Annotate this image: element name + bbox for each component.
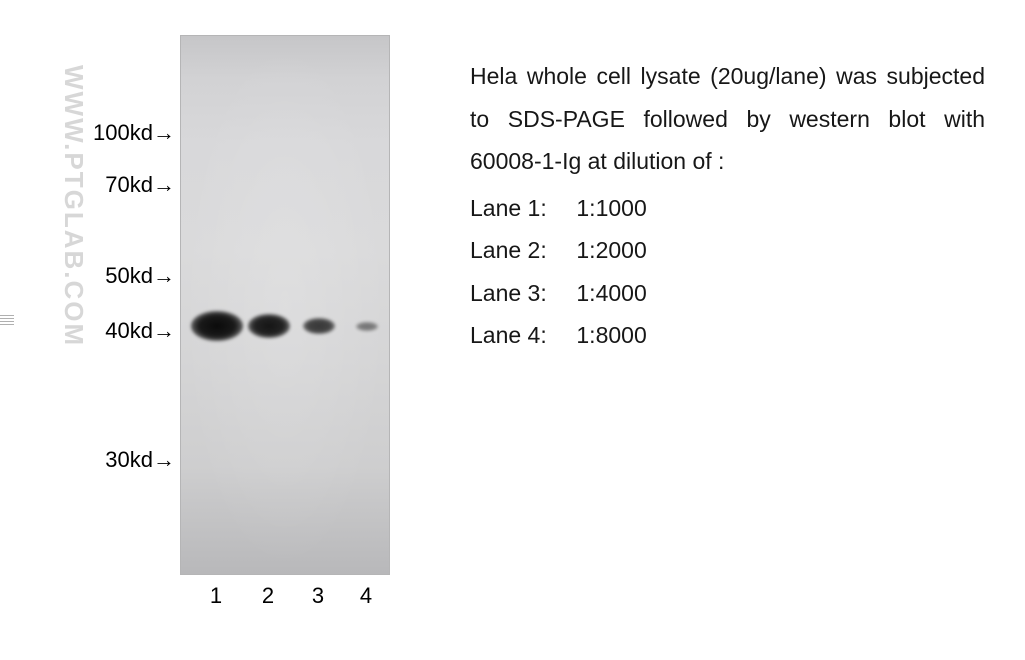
lane-number-labels: 1 2 3 4 [180,583,390,613]
lane-dilution-line: Lane 2: 1:2000 [470,229,985,272]
molecular-weight-ladder: 100kd→ 70kd→ 50kd→ 40kd→ 30kd→ [50,35,180,575]
lane-label: 3 [308,583,328,609]
band-lane-4 [356,322,378,331]
band-lane-1 [191,311,243,341]
lane-dilution-line: Lane 3: 1:4000 [470,272,985,315]
band-lane-3 [303,318,335,334]
lane-key: Lane 2: [470,229,570,272]
lane-label: 4 [356,583,376,609]
lane-dilution-line: Lane 4: 1:8000 [470,314,985,357]
ladder-label: 50kd→ [50,263,175,289]
ladder-label: 70kd→ [50,172,175,198]
ladder-label: 30kd→ [50,447,175,473]
lane-value: 1:2000 [576,237,646,263]
band-lane-2 [248,314,290,338]
blot-panel: WWW.PTGLAB.COM 100kd→ 70kd→ 50kd→ 40kd→ … [0,0,450,660]
lane-key: Lane 4: [470,314,570,357]
ladder-label: 100kd→ [50,120,175,146]
blot-membrane [180,35,390,575]
lane-key: Lane 1: [470,187,570,230]
lane-value: 1:8000 [576,322,646,348]
lane-key: Lane 3: [470,272,570,315]
lane-dilution-line: Lane 1: 1:1000 [470,187,985,230]
lane-value: 1:4000 [576,280,646,306]
blot-wrapper: WWW.PTGLAB.COM 100kd→ 70kd→ 50kd→ 40kd→ … [50,35,410,630]
description-panel: Hela whole cell lysate (20ug/lane) was s… [450,0,1025,660]
lane-value: 1:1000 [576,195,646,221]
ladder-label: 40kd→ [50,318,175,344]
lane-label: 1 [206,583,226,609]
left-margin-marker-icon [0,312,22,328]
description-intro: Hela whole cell lysate (20ug/lane) was s… [470,55,985,183]
lane-label: 2 [258,583,278,609]
figure-container: WWW.PTGLAB.COM 100kd→ 70kd→ 50kd→ 40kd→ … [0,0,1025,660]
